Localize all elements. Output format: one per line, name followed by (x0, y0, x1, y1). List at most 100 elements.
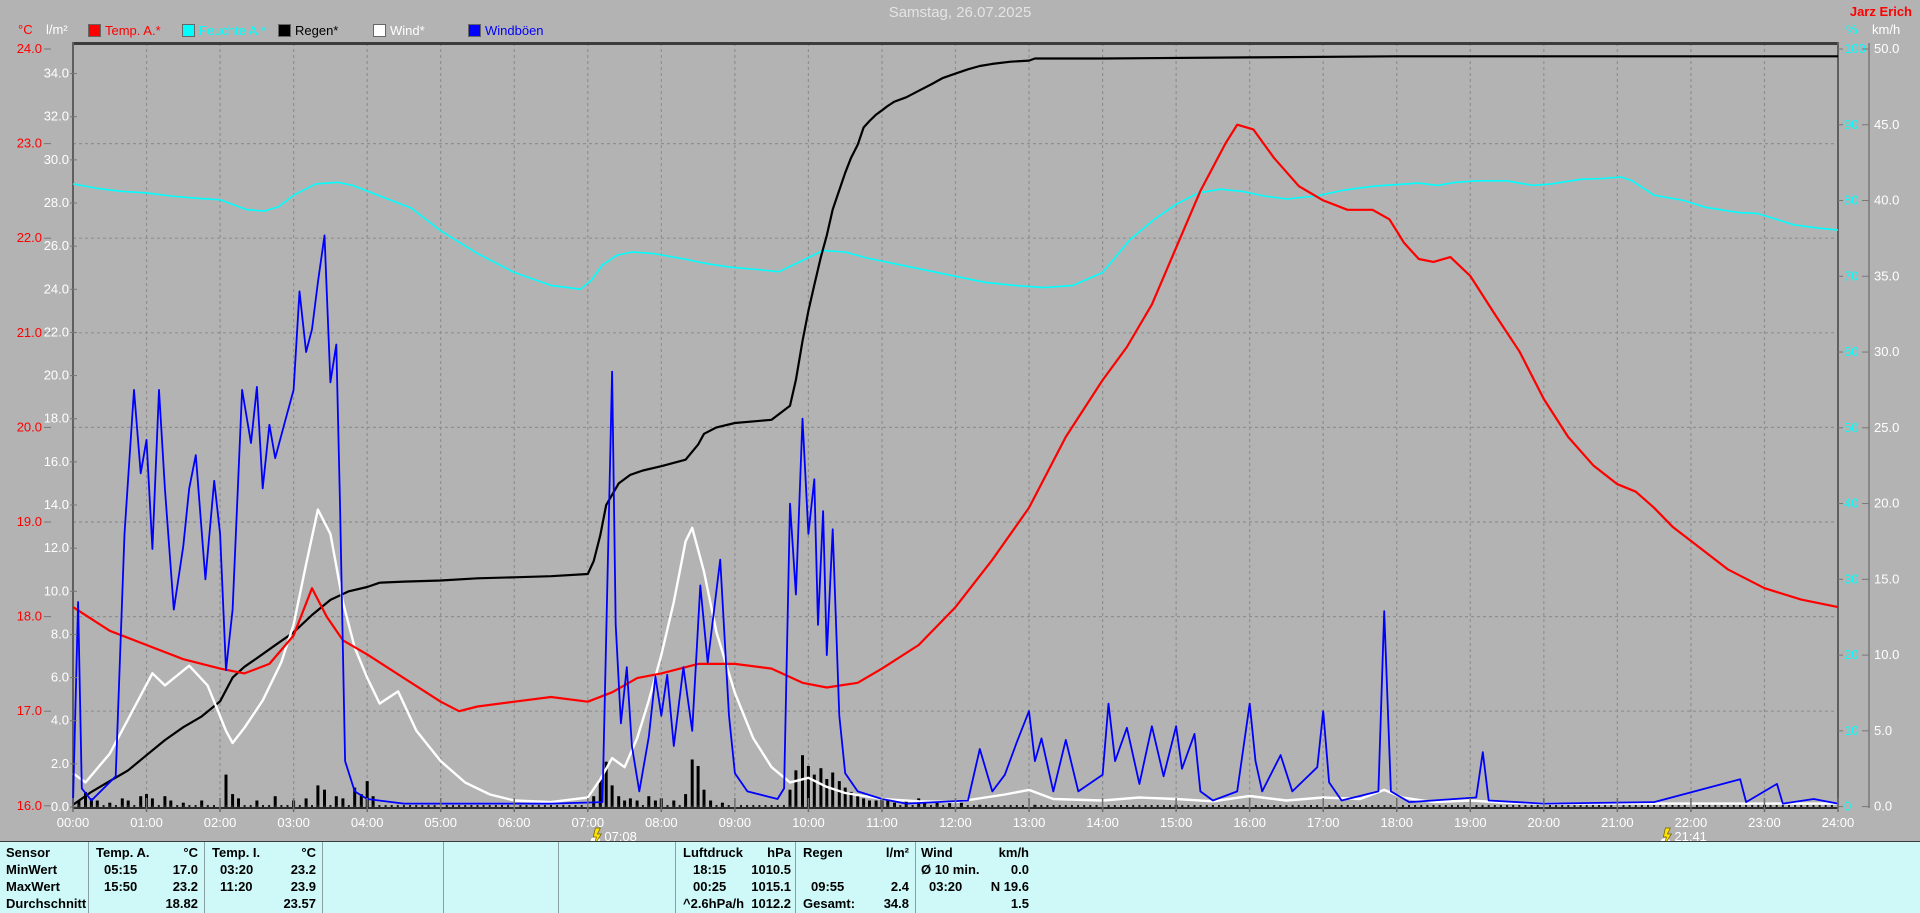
col-tempi-unit: °C (301, 845, 316, 860)
luftdruck-min-time: 18:15 (693, 862, 727, 877)
table-divider (88, 842, 89, 913)
page-title: Samstag, 26.07.2025 (888, 4, 1032, 21)
svg-text:06:00: 06:00 (498, 815, 531, 830)
table-divider (443, 842, 444, 913)
legend-swatch-wind-icon (373, 24, 386, 37)
svg-text:18.0: 18.0 (44, 411, 69, 426)
wind-avg: 1.5 (1010, 896, 1029, 911)
svg-text:30.0: 30.0 (1874, 344, 1899, 359)
table-divider (558, 842, 559, 913)
svg-text:70: 70 (1844, 268, 1858, 283)
svg-text:10.0: 10.0 (1874, 647, 1899, 662)
luftdruck-max-time: 00:25 (693, 879, 727, 894)
svg-text:15:00: 15:00 (1160, 815, 1193, 830)
table-divider (675, 842, 676, 913)
svg-text:14:00: 14:00 (1086, 815, 1119, 830)
svg-text:2.0: 2.0 (51, 756, 69, 771)
legend-swatch-regen-icon (278, 24, 291, 37)
svg-text:24:00: 24:00 (1822, 815, 1855, 830)
svg-text:20.0: 20.0 (1874, 496, 1899, 511)
luftdruck-max-val: 1015.1 (751, 879, 791, 894)
svg-text:23:00: 23:00 (1748, 815, 1781, 830)
legend-label-regen: Regen* (295, 23, 339, 38)
table-row-label-maxwert: MaxWert (6, 879, 60, 894)
svg-text:18:00: 18:00 (1380, 815, 1413, 830)
svg-text:20.0: 20.0 (44, 368, 69, 383)
svg-text:21:41: 21:41 (1674, 829, 1707, 841)
table-divider (204, 842, 205, 913)
svg-text:19.0: 19.0 (17, 514, 42, 529)
svg-text:12:00: 12:00 (939, 815, 972, 830)
svg-text:21:00: 21:00 (1601, 815, 1634, 830)
svg-text:30: 30 (1844, 571, 1858, 586)
tempa-min-time: 05:15 (104, 862, 138, 877)
svg-text:13:00: 13:00 (1013, 815, 1046, 830)
chart-legend: Temp. A.* Feuchte A.* Regen* Wind* Windb… (0, 23, 1920, 39)
svg-text:0.0: 0.0 (51, 799, 69, 814)
wind-max-time: 03:20 (929, 879, 963, 894)
luftdruck-min-val: 1010.5 (751, 862, 791, 877)
svg-text:50: 50 (1844, 420, 1858, 435)
svg-text:28.0: 28.0 (44, 195, 69, 210)
tempa-max-time: 15:50 (104, 879, 138, 894)
svg-text:10:00: 10:00 (792, 815, 825, 830)
tempi-min-val: 23.2 (290, 862, 316, 877)
svg-text:40: 40 (1844, 496, 1858, 511)
svg-text:34.0: 34.0 (44, 66, 69, 81)
regen-total-label: Gesamt: (803, 896, 856, 911)
svg-text:17.0: 17.0 (17, 703, 42, 718)
axis-rain-unit-label: l/m² (46, 22, 68, 37)
legend-swatch-temp-a-icon (88, 24, 101, 37)
svg-text:22.0: 22.0 (44, 324, 69, 339)
legend-label-wind: Wind* (390, 23, 425, 38)
col-luftdruck-header: Luftdruck (683, 845, 743, 860)
tempi-max-val: 23.9 (290, 879, 316, 894)
regen-max-val: 2.4 (890, 879, 909, 894)
col-tempa-header: Temp. A. (96, 845, 150, 860)
table-divider (322, 842, 323, 913)
svg-text:16.0: 16.0 (44, 454, 69, 469)
table-row-label-durchschnitt: Durchschnitt (6, 896, 87, 911)
svg-text:20:00: 20:00 (1528, 815, 1561, 830)
table-row-label-sensor: Sensor (6, 845, 51, 860)
tempa-min-val: 17.0 (172, 862, 198, 877)
svg-text:8.0: 8.0 (51, 626, 69, 641)
svg-text:10: 10 (1844, 723, 1858, 738)
axis-humidity-unit-label: % (1846, 22, 1858, 37)
svg-text:80: 80 (1844, 193, 1858, 208)
col-regen-header: Regen (803, 845, 843, 860)
svg-text:09:00: 09:00 (719, 815, 752, 830)
weather-day-graph[interactable]: 24.023.022.021.020.019.018.017.016.034.0… (0, 0, 1920, 841)
svg-text:0: 0 (1844, 799, 1851, 814)
svg-text:07:08: 07:08 (604, 829, 637, 841)
svg-text:00:00: 00:00 (57, 815, 90, 830)
svg-text:22.0: 22.0 (17, 230, 42, 245)
table-row-label-minwert: MinWert (6, 862, 58, 877)
svg-text:10.0: 10.0 (44, 583, 69, 598)
luftdruck-trend: ^2.6hPa/h (683, 896, 745, 911)
svg-text:100: 100 (1844, 41, 1866, 56)
wind-current-label: Ø 10 min. (921, 862, 980, 877)
tempi-max-time: 11:20 (220, 879, 253, 894)
legend-label-feuchte-a: Feuchte A.* (199, 23, 267, 38)
svg-text:11:00: 11:00 (866, 815, 898, 830)
svg-text:21.0: 21.0 (17, 325, 42, 340)
svg-text:16.0: 16.0 (17, 798, 42, 813)
tempi-avg: 23.57 (283, 896, 316, 911)
svg-text:30.0: 30.0 (44, 152, 69, 167)
svg-text:5.0: 5.0 (1874, 723, 1892, 738)
legend-swatch-windboeen-icon (468, 24, 481, 37)
lightning-marker-icon (590, 827, 602, 841)
legend-label-temp-a: Temp. A.* (105, 23, 161, 38)
legend-label-windboeen: Windböen (485, 23, 544, 38)
svg-text:20: 20 (1844, 647, 1858, 662)
svg-text:19:00: 19:00 (1454, 815, 1487, 830)
svg-text:14.0: 14.0 (44, 497, 69, 512)
col-wind-unit: km/h (998, 845, 1029, 860)
svg-text:40.0: 40.0 (1874, 193, 1899, 208)
svg-text:17:00: 17:00 (1307, 815, 1340, 830)
svg-text:32.0: 32.0 (44, 109, 69, 124)
stats-table: Sensor MinWert MaxWert Durchschnitt Temp… (0, 841, 1920, 913)
svg-text:60: 60 (1844, 344, 1858, 359)
svg-text:01:00: 01:00 (130, 815, 163, 830)
